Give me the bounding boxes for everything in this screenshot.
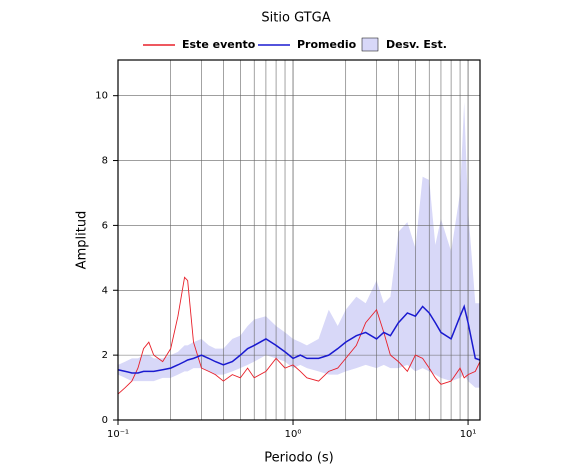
- y-tick-label: 10: [95, 91, 108, 102]
- legend-label: Este evento: [182, 38, 256, 51]
- line: [117, 304, 481, 374]
- x-tick-label: 10⁰: [285, 429, 302, 440]
- x-tick-label: 10¹: [460, 429, 477, 440]
- legend-label: Desv. Est.: [386, 38, 447, 51]
- x-tick-label: 10⁻¹: [107, 429, 129, 440]
- x-axis-label: Periodo (s): [264, 451, 334, 466]
- plot-frame: [117, 59, 481, 421]
- y-tick-label: 0: [102, 415, 108, 426]
- legend-swatch: [361, 37, 379, 52]
- y-axis-label: Amplitud: [75, 211, 90, 270]
- std-band: [118, 102, 480, 388]
- y-tick-label: 8: [102, 156, 108, 167]
- y-tick-label: 2: [102, 350, 108, 361]
- y-tick-label: 4: [102, 285, 108, 296]
- line: [117, 276, 481, 395]
- chart-title: Sitio GTGA: [261, 11, 330, 26]
- legend-label: Promedio: [297, 38, 357, 51]
- y-tick-label: 6: [102, 220, 108, 231]
